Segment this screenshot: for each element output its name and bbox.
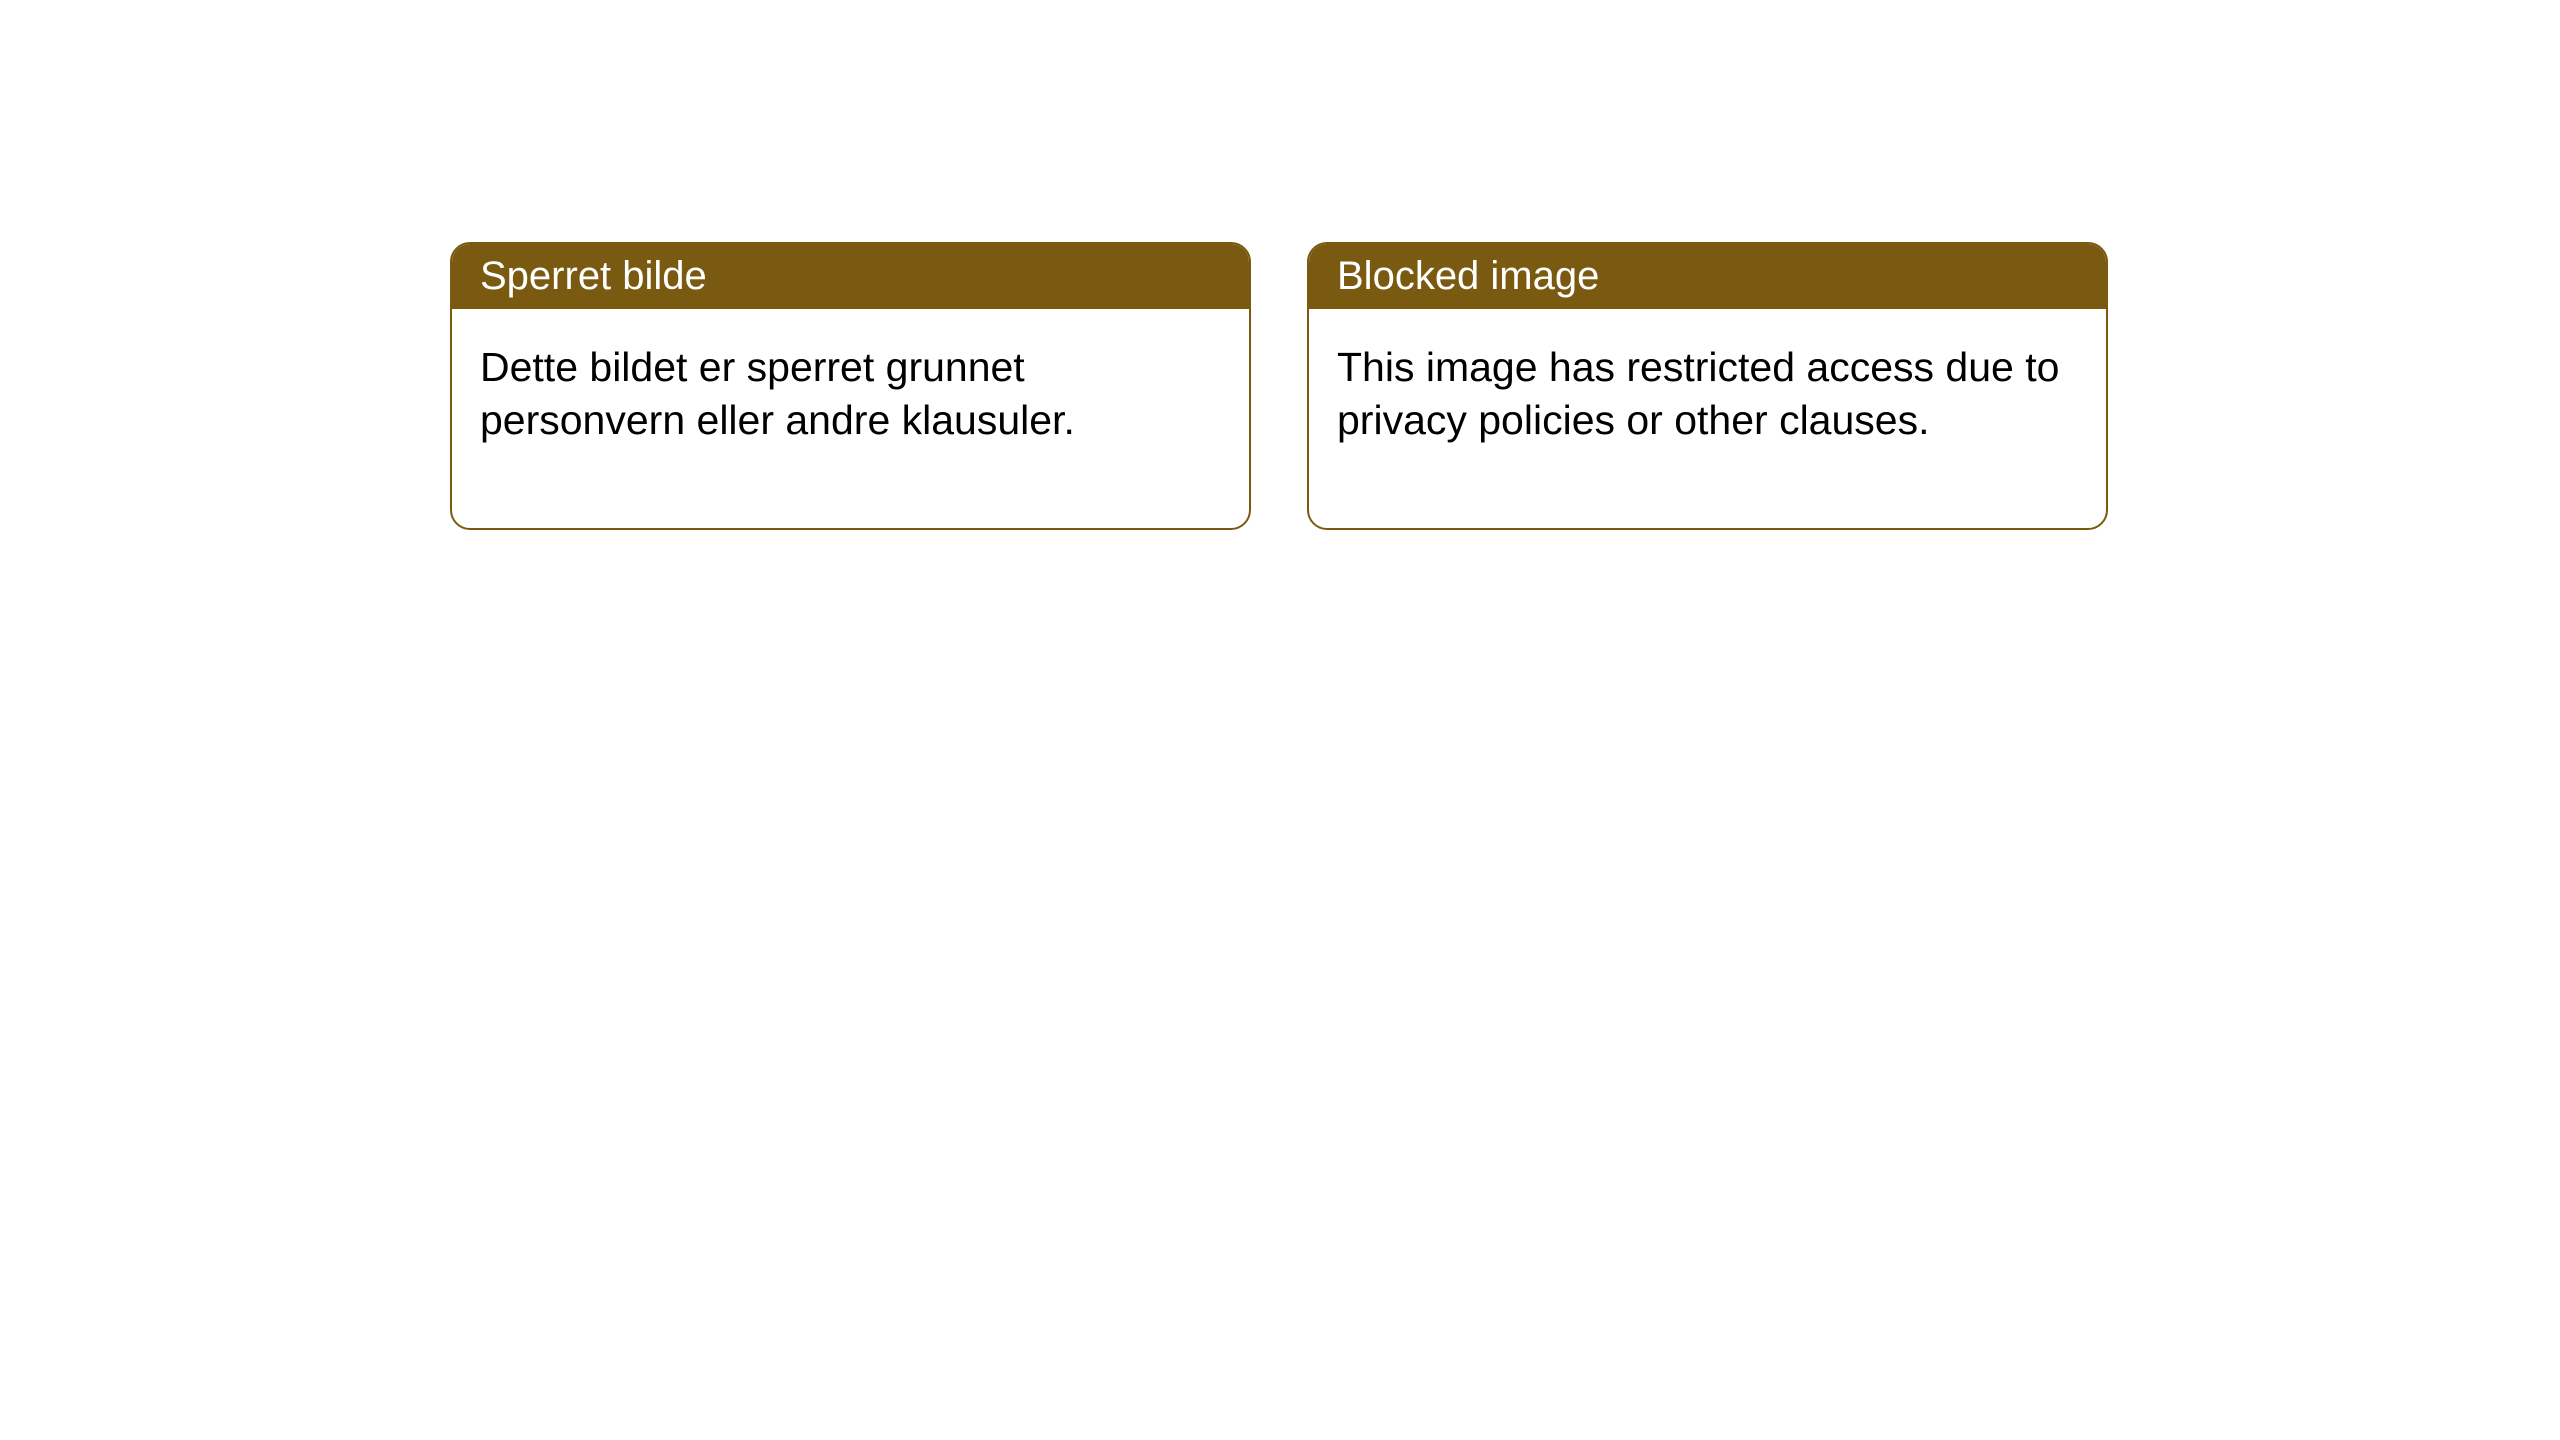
notice-card-norwegian: Sperret bilde Dette bildet er sperret gr… (450, 242, 1251, 530)
notice-container: Sperret bilde Dette bildet er sperret gr… (450, 242, 2108, 530)
notice-title: Sperret bilde (480, 254, 707, 298)
notice-header: Blocked image (1309, 244, 2106, 309)
notice-header: Sperret bilde (452, 244, 1249, 309)
notice-text: This image has restricted access due to … (1337, 344, 2059, 443)
notice-text: Dette bildet er sperret grunnet personve… (480, 344, 1075, 443)
notice-body: Dette bildet er sperret grunnet personve… (452, 309, 1249, 528)
notice-card-english: Blocked image This image has restricted … (1307, 242, 2108, 530)
notice-title: Blocked image (1337, 254, 1599, 298)
notice-body: This image has restricted access due to … (1309, 309, 2106, 528)
